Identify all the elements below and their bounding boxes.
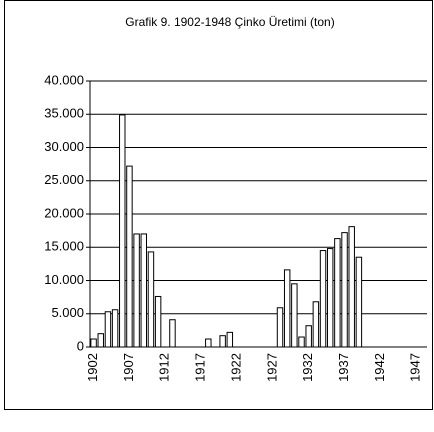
y-tick-label: 10.000 <box>44 272 84 287</box>
y-tick-label: 40.000 <box>44 72 84 87</box>
bar <box>298 336 305 348</box>
y-tick-label: 15.000 <box>44 239 84 254</box>
bar <box>97 333 104 348</box>
x-tick-label: 1927 <box>264 353 279 382</box>
x-tick-label: 1942 <box>372 353 387 382</box>
bar <box>226 331 234 348</box>
bar <box>334 238 341 348</box>
bar <box>126 165 133 348</box>
y-tick-label: 35.000 <box>44 106 84 121</box>
bar <box>319 250 327 348</box>
bar <box>205 338 212 348</box>
bar <box>147 251 155 348</box>
bar <box>326 248 334 348</box>
x-tick-label: 1912 <box>157 353 172 382</box>
y-tick-label: 5.000 <box>51 305 84 320</box>
x-tick-label: 1902 <box>85 353 100 382</box>
bar <box>90 338 97 348</box>
bar <box>111 309 119 348</box>
y-tick-label: 25.000 <box>44 172 84 187</box>
bar <box>219 335 226 348</box>
bar <box>283 269 291 348</box>
x-tick-label: 1947 <box>408 353 423 382</box>
x-tick-label: 1932 <box>300 353 315 382</box>
bar <box>312 301 320 348</box>
x-tick-label: 1907 <box>121 353 136 382</box>
bar <box>305 325 312 348</box>
bar <box>104 311 112 348</box>
bar <box>154 295 162 348</box>
bar <box>169 319 176 348</box>
x-tick-label: 1922 <box>228 353 243 382</box>
bar <box>140 233 148 348</box>
bar <box>355 256 363 348</box>
x-tick-label: 1917 <box>193 353 208 382</box>
bar <box>348 226 355 348</box>
y-tick-label: 20.000 <box>44 205 84 220</box>
x-tick-label: 1937 <box>336 353 351 382</box>
bar <box>119 114 126 348</box>
y-tick-label: 30.000 <box>44 139 84 154</box>
bar <box>276 307 284 348</box>
chart-title: Grafik 9. 1902-1948 Çinko Üretimi (ton) <box>125 15 334 29</box>
y-tick-label: 0 <box>77 338 84 353</box>
bar <box>341 232 348 348</box>
bar <box>133 233 140 348</box>
bar <box>291 283 298 348</box>
